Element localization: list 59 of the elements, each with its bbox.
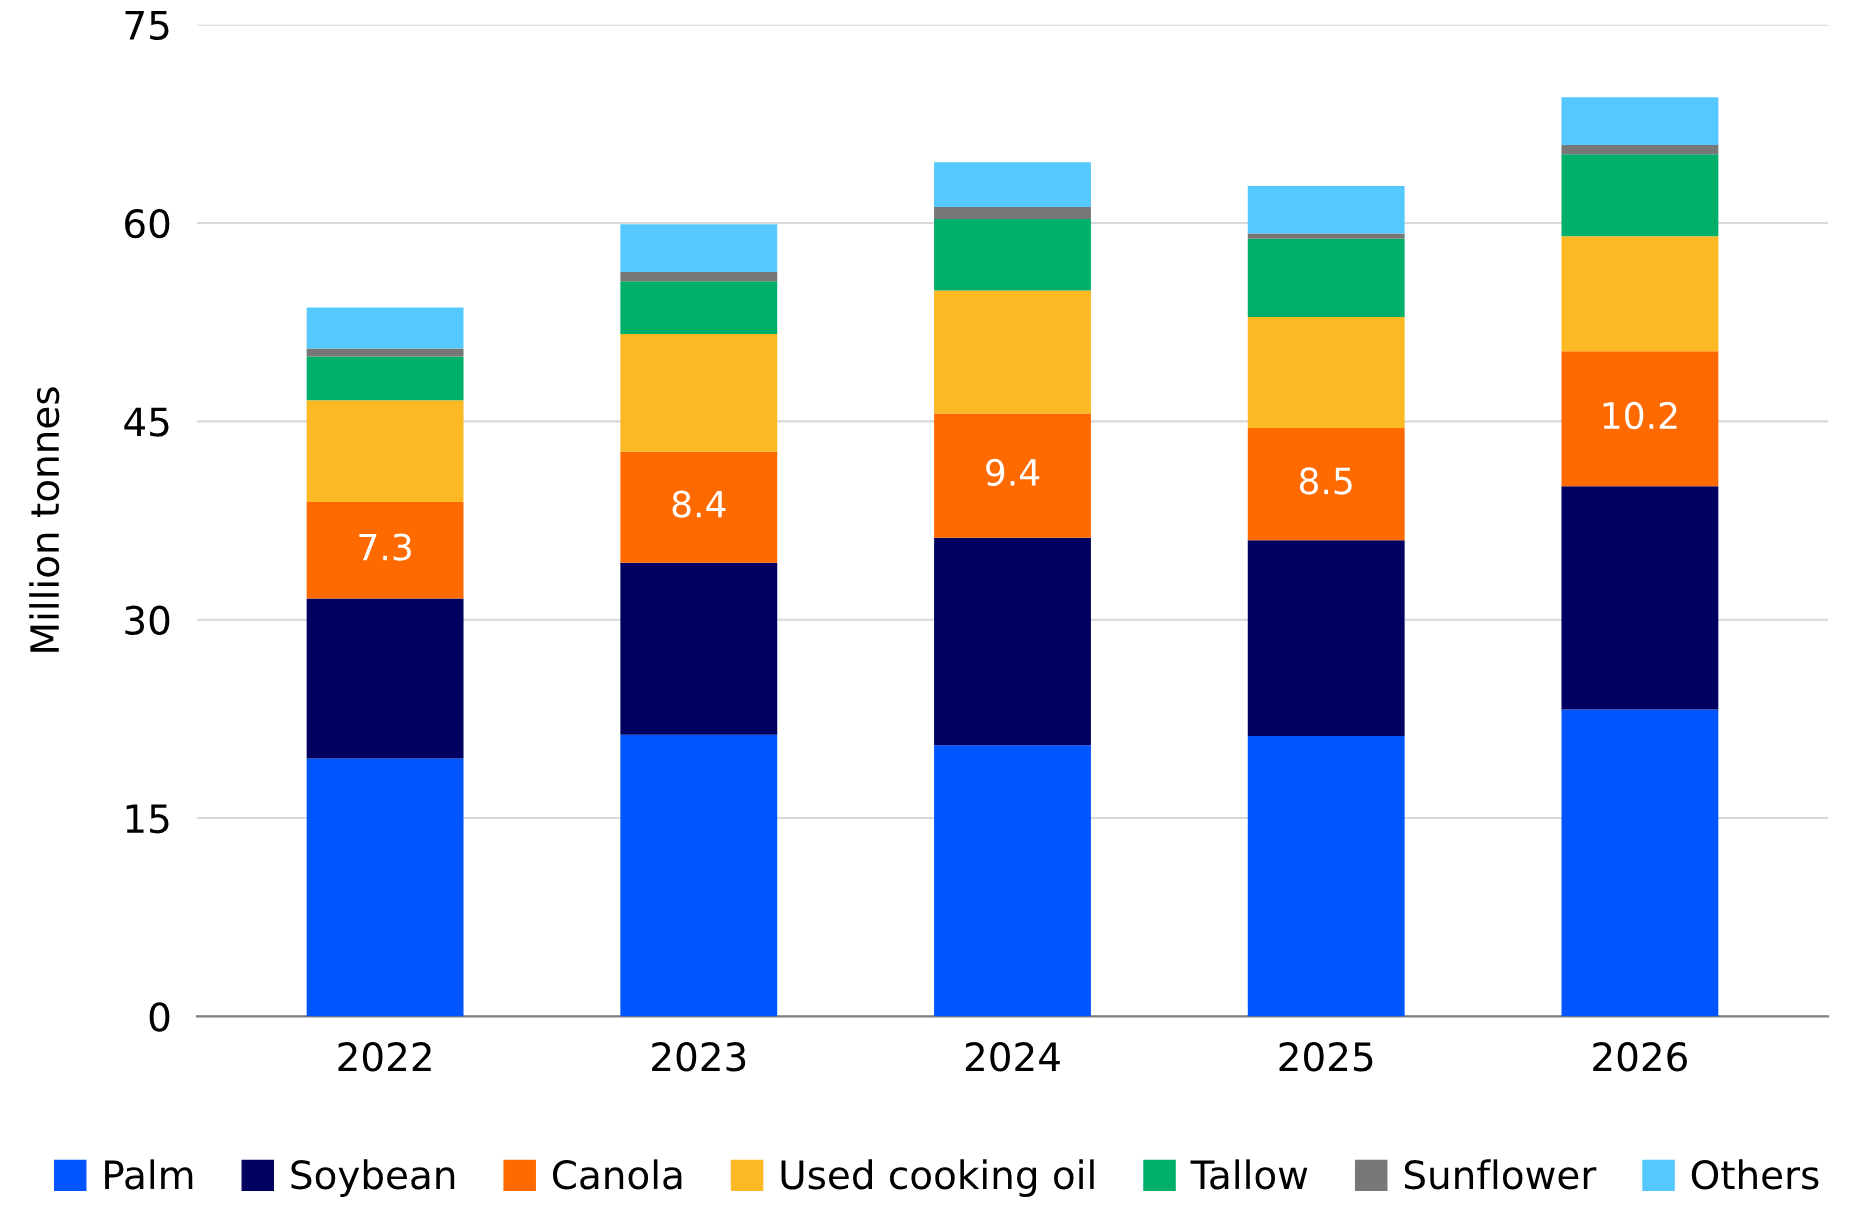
y-tick-label: 30 [125, 605, 170, 636]
bar [934, 413, 1091, 538]
bar [934, 162, 1091, 208]
bar [1247, 316, 1405, 428]
x-tick-label: 2023 [652, 1042, 746, 1072]
bar [620, 334, 778, 452]
bar [1561, 154, 1719, 237]
bar [1561, 236, 1719, 352]
data-label: 10.2 [1603, 401, 1677, 430]
y-tick-label: 45 [124, 407, 169, 437]
bar [1247, 736, 1405, 1017]
x-tick-label: 2024 [965, 1042, 1060, 1072]
bar [620, 281, 778, 335]
bar [934, 207, 1091, 220]
bar [1247, 238, 1405, 317]
x-tick-label: 2022 [338, 1042, 431, 1072]
legend-label: Soybean [291, 1159, 455, 1197]
bar [934, 745, 1091, 1017]
bar [1247, 185, 1405, 234]
x-tick-label: 2026 [1593, 1042, 1687, 1072]
y-axis-title: Million tonnes [29, 387, 60, 652]
data-label: 9.4 [986, 458, 1040, 487]
y-tick-label: 0 [149, 1002, 170, 1032]
bar [1247, 233, 1405, 239]
bar [1247, 540, 1405, 737]
legend-label: Sunflower [1404, 1159, 1597, 1190]
legend-label: Palm [105, 1159, 193, 1190]
legend-label: Others [1691, 1159, 1819, 1190]
bar [1561, 709, 1719, 1017]
bar [306, 307, 464, 349]
bar [620, 451, 778, 563]
bar [1561, 351, 1719, 487]
legend-label: Canola [552, 1159, 682, 1190]
legend-label: Used cooking oil [781, 1159, 1094, 1197]
bar [1561, 97, 1719, 145]
data-label: 8.5 [1299, 467, 1352, 495]
bar [306, 502, 464, 599]
bar [934, 290, 1091, 414]
bar [934, 537, 1091, 746]
data-label: 8.4 [672, 490, 726, 518]
y-tick-label: 15 [126, 804, 169, 834]
data-label: 7.3 [359, 533, 411, 561]
bar [620, 224, 778, 272]
legend-label: Tallow [1190, 1159, 1308, 1190]
bar [306, 598, 464, 759]
bar [1561, 486, 1719, 710]
bar [306, 758, 464, 1017]
bar [306, 356, 464, 401]
bar [306, 400, 464, 503]
bar [620, 562, 778, 735]
y-tick-label: 60 [125, 208, 170, 239]
bar [1247, 427, 1405, 541]
bar [620, 734, 778, 1017]
y-tick-label: 75 [125, 11, 169, 40]
bar [620, 271, 778, 282]
bar [934, 219, 1091, 291]
x-tick-label: 2025 [1279, 1042, 1373, 1072]
bar [306, 348, 464, 357]
bar [1561, 144, 1719, 155]
